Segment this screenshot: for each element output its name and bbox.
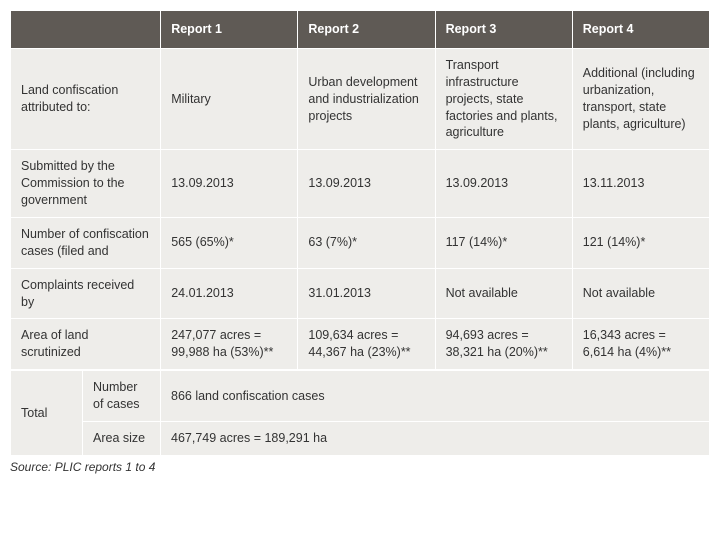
cell: 31.01.2013 (298, 268, 435, 319)
row-label: Complaints received by (11, 268, 161, 319)
total-value: 866 land confiscation cases (161, 371, 710, 422)
col-header: Report 3 (435, 11, 572, 49)
row-label: Submitted by the Commission to the gover… (11, 150, 161, 218)
cell: 24.01.2013 (161, 268, 298, 319)
table-row: Area of land scrutinized 247,077 acres =… (11, 319, 710, 370)
col-header: Report 1 (161, 11, 298, 49)
row-label: Area of land scrutinized (11, 319, 161, 370)
report-table: Report 1 Report 2 Report 3 Report 4 Land… (10, 10, 710, 370)
row-label: Land confiscation attributed to: (11, 48, 161, 149)
cell: Transport infrastructure projects, state… (435, 48, 572, 149)
row-label: Number of confiscation cases (filed and (11, 217, 161, 268)
cell: Not available (435, 268, 572, 319)
cell: Military (161, 48, 298, 149)
total-sublabel: Number of cases (83, 371, 161, 422)
total-row: Area size 467,749 acres = 189,291 ha (11, 421, 710, 455)
col-header: Report 2 (298, 11, 435, 49)
cell: 13.09.2013 (435, 150, 572, 218)
source-note: Source: PLIC reports 1 to 4 (10, 460, 710, 474)
cell: 565 (65%)* (161, 217, 298, 268)
cell: Additional (including urbanization, tran… (572, 48, 709, 149)
cell: 13.09.2013 (298, 150, 435, 218)
col-header: Report 4 (572, 11, 709, 49)
total-table: Total Number of cases 866 land confiscat… (10, 370, 710, 456)
cell: 13.09.2013 (161, 150, 298, 218)
cell: Urban development and industrialization … (298, 48, 435, 149)
cell: 117 (14%)* (435, 217, 572, 268)
total-label: Total (11, 371, 83, 456)
total-value: 467,749 acres = 189,291 ha (161, 421, 710, 455)
header-row: Report 1 Report 2 Report 3 Report 4 (11, 11, 710, 49)
table-row: Land confiscation attributed to: Militar… (11, 48, 710, 149)
table-row: Number of confiscation cases (filed and … (11, 217, 710, 268)
table-row: Submitted by the Commission to the gover… (11, 150, 710, 218)
cell: 247,077 acres = 99,988 ha (53%)** (161, 319, 298, 370)
cell: 13.11.2013 (572, 150, 709, 218)
table-row: Complaints received by 24.01.2013 31.01.… (11, 268, 710, 319)
cell: 63 (7%)* (298, 217, 435, 268)
cell: Not available (572, 268, 709, 319)
cell: 109,634 acres = 44,367 ha (23%)** (298, 319, 435, 370)
total-sublabel: Area size (83, 421, 161, 455)
total-row: Total Number of cases 866 land confiscat… (11, 371, 710, 422)
cell: 94,693 acres = 38,321 ha (20%)** (435, 319, 572, 370)
cell: 121 (14%)* (572, 217, 709, 268)
cell: 16,343 acres = 6,614 ha (4%)** (572, 319, 709, 370)
header-blank (11, 11, 161, 49)
